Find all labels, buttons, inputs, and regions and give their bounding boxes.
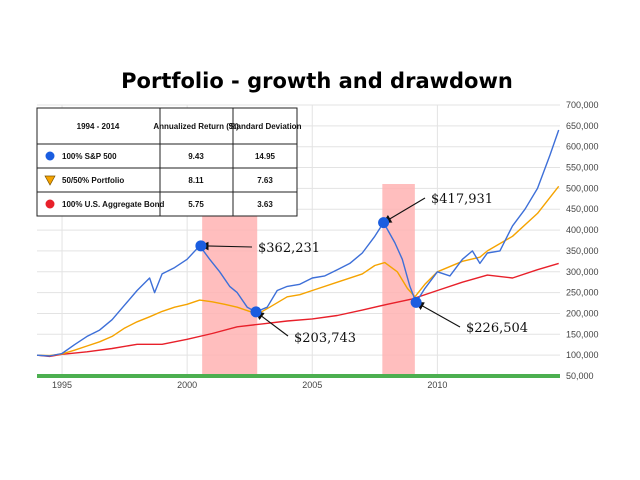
annotation-point <box>195 240 207 252</box>
y-tick-label: 550,000 <box>566 163 599 173</box>
table-header-stddev: Standard Deviation <box>229 122 302 131</box>
y-tick-label: 650,000 <box>566 121 599 131</box>
annotation-arrow <box>199 241 253 251</box>
table-row-return-balanced: 8.11 <box>188 176 204 185</box>
table-row-return-sp500: 9.43 <box>188 152 204 161</box>
y-tick-label: 350,000 <box>566 246 599 256</box>
x-tick-label: 2005 <box>302 380 322 390</box>
series-lines <box>36 129 560 358</box>
stats-table-box <box>36 107 298 217</box>
axes: 50,000 100,000 150,000 200,000 250,000 300,00… <box>52 100 599 390</box>
annotation-arrow <box>382 197 426 224</box>
y-tick-label: 300,000 <box>566 267 599 277</box>
table-row-name-balanced: 50/50% Portfolio <box>62 176 124 185</box>
chart-title: Portfolio - growth and drawdown <box>121 69 513 93</box>
annotation-label: $417,931 <box>431 192 493 207</box>
y-tick-label: 200,000 <box>566 308 599 318</box>
annotation-label: $362,231 <box>258 241 320 256</box>
table-row-stddev-balanced: 7.63 <box>257 176 273 185</box>
y-tick-label: 450,000 <box>566 204 599 214</box>
table-row-stddev-bond: 3.63 <box>257 200 273 209</box>
y-tick-label: 50,000 <box>566 371 594 381</box>
y-tick-label: 250,000 <box>566 288 599 298</box>
annotation-label: $226,504 <box>466 321 528 336</box>
annotation-arrow <box>415 301 461 328</box>
annotation-label: $203,743 <box>294 331 356 346</box>
annotation-point <box>250 306 262 318</box>
y-tick-label: 100,000 <box>566 350 599 360</box>
annotation-point <box>378 217 390 229</box>
legend-circle-blue-icon <box>45 151 55 161</box>
annotation-point <box>410 296 422 308</box>
series-line <box>36 129 560 357</box>
stats-table: 1994 - 2014 Annualized Return (%) Standa… <box>36 107 302 217</box>
table-row-name-sp500: 100% S&P 500 <box>62 152 117 161</box>
table-row-name-bond: 100% U.S. Aggregate Bond <box>62 200 165 209</box>
x-tick-label: 2010 <box>427 380 447 390</box>
table-header-return: Annualized Return (%) <box>153 122 239 131</box>
x-tick-label: 1995 <box>52 380 72 390</box>
y-tick-label: 500,000 <box>566 183 599 193</box>
annotation-arrow <box>255 311 289 337</box>
annotations: $362,231 $203,743 $417,931 $226,504 <box>195 192 528 346</box>
y-tick-label: 600,000 <box>566 142 599 152</box>
table-header-period: 1994 - 2014 <box>77 122 120 131</box>
table-row-return-bond: 5.75 <box>188 200 204 209</box>
drawdown-period <box>382 184 415 376</box>
x-tick-label: 2000 <box>177 380 197 390</box>
legend-circle-red-icon <box>45 199 55 209</box>
legend-triangle-orange-icon <box>44 175 56 186</box>
y-tick-label: 150,000 <box>566 329 599 339</box>
y-tick-label: 400,000 <box>566 225 599 235</box>
series-line <box>36 262 559 358</box>
y-tick-label: 700,000 <box>566 100 599 110</box>
table-row-stddev-sp500: 14.95 <box>255 152 276 161</box>
